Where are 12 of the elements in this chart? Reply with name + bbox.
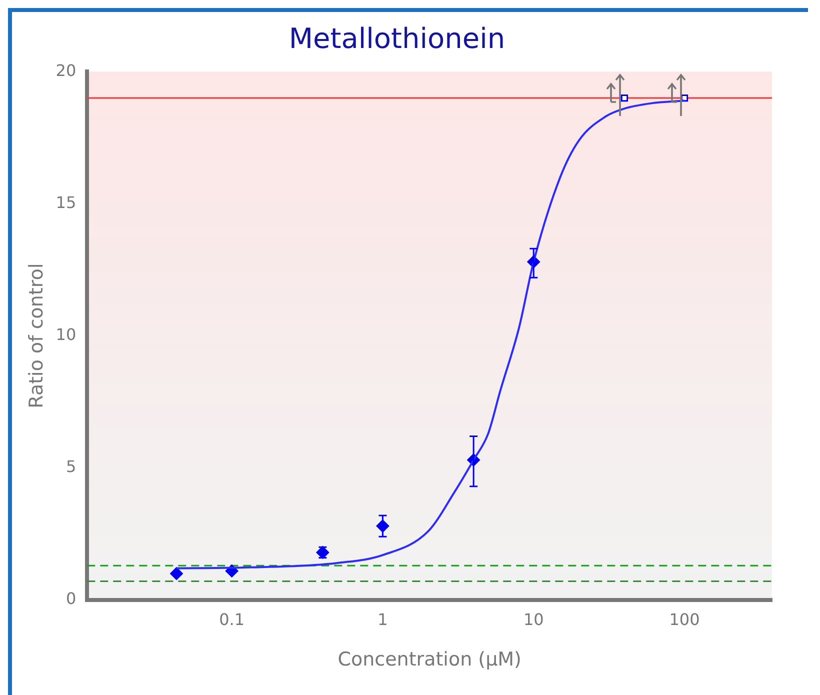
x-tick-label: 10 xyxy=(523,610,544,629)
x-tick-label: 100 xyxy=(669,610,700,629)
y-tick-label: 0 xyxy=(66,589,76,608)
y-tick-label: 10 xyxy=(56,324,76,344)
x-axis-title: Concentration (μM) xyxy=(338,648,522,671)
x-tick-label: 1 xyxy=(378,610,388,629)
y-tick-label: 15 xyxy=(56,192,76,212)
y-axis-title: Ratio of control xyxy=(25,263,48,408)
y-tick-label: 20 xyxy=(56,60,76,80)
y-tick-label: 5 xyxy=(66,457,76,476)
x-tick-label: 0.1 xyxy=(219,610,245,629)
chart-title: Metallothionein xyxy=(288,22,506,56)
